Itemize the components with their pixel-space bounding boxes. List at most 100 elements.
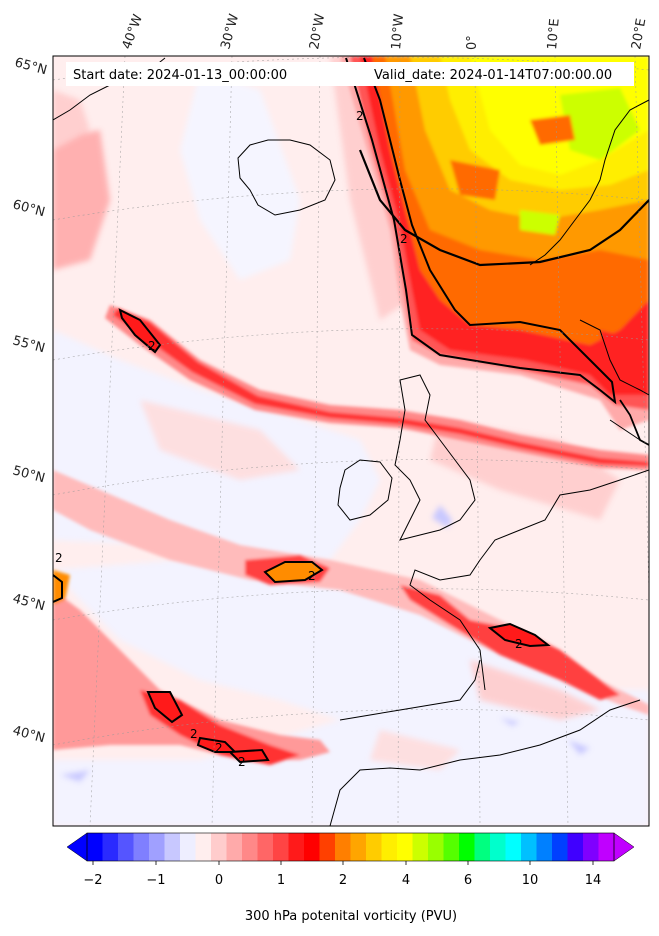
contour-label-9: 2 <box>215 741 223 755</box>
colorbar-segment <box>552 833 568 861</box>
lon-label-30w: 30°W <box>218 12 242 51</box>
contour-label-2: 2 <box>400 232 408 246</box>
colorbar: −2 −1 0 1 2 4 6 10 14 300 hPa potenital vorticit… <box>66 832 635 924</box>
ne-trough-contour <box>345 57 617 405</box>
lon-label-0: 0° <box>465 35 480 50</box>
map-frame <box>52 55 650 827</box>
contour-label-3: 2 <box>148 339 156 353</box>
denmark-baltic-coast <box>579 319 649 396</box>
britain-coast <box>394 374 476 541</box>
contour-label-4: 2 <box>308 569 316 583</box>
lon-label-10w: 10°W <box>389 13 407 50</box>
colorbar-segment <box>195 833 212 861</box>
lon-label-40w: 40°W <box>120 12 146 51</box>
colorbar-title: 300 hPa potenital vorticity (PVU) <box>245 909 457 924</box>
colorbar-ticks: −2 −1 0 1 2 4 6 10 14 <box>83 861 601 888</box>
sw-contour-3 <box>227 748 270 764</box>
colorbar-segment <box>536 833 553 861</box>
contour-label-5: 2 <box>515 637 523 651</box>
ne-pv-trough <box>340 56 649 430</box>
coastlines <box>53 57 649 826</box>
lat-label-65n: 65°N <box>13 55 49 78</box>
colorbar-segment <box>273 833 289 861</box>
colorbar-segment <box>257 833 274 861</box>
info-box <box>66 62 634 86</box>
colorbar-segment <box>118 833 134 861</box>
colorbar-segment <box>598 833 615 861</box>
colorbar-segment <box>149 833 165 861</box>
lat-label-45n: 45°N <box>11 591 47 614</box>
colorbar-under-arrow <box>66 832 88 862</box>
colorbar-segment <box>505 833 522 861</box>
ne-corner-contour <box>619 399 649 446</box>
colorbar-segment <box>567 833 584 861</box>
lat-label-50n: 50°N <box>11 463 47 486</box>
colorbar-segment <box>133 833 150 861</box>
iberia-coast <box>339 659 481 721</box>
colorbar-tick-label: 6 <box>464 873 472 888</box>
colorbar-segment <box>366 833 382 861</box>
contour-label-8: 2 <box>55 551 63 565</box>
mid-band-east-contour <box>487 622 551 648</box>
colorbar-segment <box>474 833 491 861</box>
colorbar-segment <box>211 833 227 861</box>
colorbar-segment <box>87 833 103 861</box>
contour-label-6: 2 <box>190 727 198 741</box>
graticule <box>53 56 649 826</box>
europe-coast <box>409 469 649 691</box>
colorbar-segment <box>490 833 506 861</box>
colorbar-segment <box>319 833 336 861</box>
colorbar-segment <box>242 833 258 861</box>
map-panel: 2 2 2 2 2 2 2 2 2 Start date: 2024-01-13… <box>53 56 649 826</box>
west-edge-contour <box>53 574 63 603</box>
colorbar-segment <box>350 833 367 861</box>
lat-labels: 65°N 60°N 55°N 50°N 45°N 40°N <box>11 55 49 746</box>
scandinavia-coast <box>529 99 649 266</box>
colorbar-tick-label: 4 <box>402 873 410 888</box>
colorbar-segment <box>288 833 305 861</box>
colorbar-tick-label: 14 <box>585 873 602 888</box>
colorbar-tick-label: 0 <box>215 873 223 888</box>
colorbar-segment <box>397 833 413 861</box>
lat-label-55n: 55°N <box>11 333 47 356</box>
colorbar-frame <box>86 832 615 862</box>
colorbar-segment <box>428 833 444 861</box>
contour-labels: 2 2 2 2 2 2 2 2 2 <box>55 109 523 769</box>
ne-trough-outer-contour <box>358 149 649 267</box>
colorbar-tick-label: 10 <box>522 873 539 888</box>
colorbar-tick-label: 2 <box>339 873 347 888</box>
colorbar-segment <box>164 833 181 861</box>
colorbar-segment <box>459 833 475 861</box>
nw-band-contour <box>118 308 162 354</box>
colorbar-tick-label: 1 <box>277 873 285 888</box>
colorbar-segment <box>521 833 537 861</box>
lon-labels: 40°W 30°W 20°W 10°W 0° 10°E 20°E <box>120 12 650 51</box>
ireland-coast <box>337 459 393 521</box>
colorbar-segment <box>381 833 398 861</box>
lat-label-40n: 40°N <box>11 723 47 746</box>
sw-contour-2 <box>196 736 238 753</box>
colorbar-segment <box>443 833 460 861</box>
colorbar-tick-label: −1 <box>146 873 165 888</box>
pv-mottling <box>53 56 620 770</box>
colorbar-segment <box>180 833 196 861</box>
colorbar-segment <box>226 833 243 861</box>
mid-band-orange-contour <box>263 561 324 584</box>
colorbar-segment <box>412 833 429 861</box>
start-date-label: Start date: 2024-01-13_00:00:00 <box>73 68 287 83</box>
lat-label-60n: 60°N <box>11 197 47 220</box>
colorbar-segment <box>335 833 351 861</box>
iceland-coast <box>237 139 336 216</box>
nw-pv-band <box>105 305 649 470</box>
sw-contour-1 <box>146 691 184 724</box>
colorbar-tick-label: −2 <box>83 873 102 888</box>
colorbar-segments <box>87 833 615 861</box>
lon-label-20e: 20°E <box>629 17 649 50</box>
colorbar-segment <box>583 833 599 861</box>
colorbar-over-arrow <box>613 832 635 862</box>
baltic-coast-2 <box>609 419 641 441</box>
colorbar-segment <box>102 833 119 861</box>
valid-date-label: Valid_date: 2024-01-14T07:00:00.00 <box>374 68 612 83</box>
lon-label-20w: 20°W <box>307 13 328 51</box>
